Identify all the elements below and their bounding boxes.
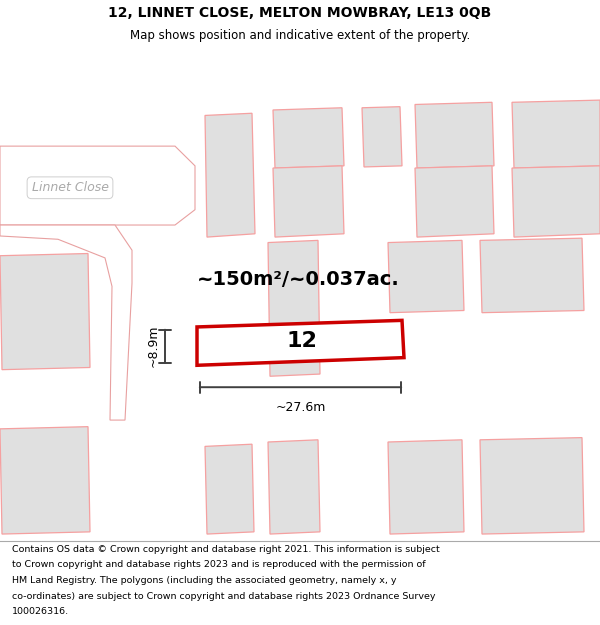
Polygon shape <box>0 254 90 369</box>
Polygon shape <box>0 225 132 420</box>
Text: HM Land Registry. The polygons (including the associated geometry, namely x, y: HM Land Registry. The polygons (includin… <box>12 576 397 585</box>
Polygon shape <box>0 427 90 534</box>
Polygon shape <box>388 241 464 312</box>
Polygon shape <box>205 444 254 534</box>
Text: Linnet Close: Linnet Close <box>32 181 109 194</box>
Text: ~8.9m: ~8.9m <box>147 325 160 368</box>
Text: ~150m²/~0.037ac.: ~150m²/~0.037ac. <box>197 271 400 289</box>
Polygon shape <box>512 100 600 168</box>
Polygon shape <box>415 102 494 168</box>
Text: Map shows position and indicative extent of the property.: Map shows position and indicative extent… <box>130 29 470 42</box>
Text: ~27.6m: ~27.6m <box>275 401 326 414</box>
Text: co-ordinates) are subject to Crown copyright and database rights 2023 Ordnance S: co-ordinates) are subject to Crown copyr… <box>12 592 436 601</box>
Polygon shape <box>268 241 320 376</box>
Polygon shape <box>273 107 344 168</box>
Polygon shape <box>480 238 584 312</box>
Polygon shape <box>0 146 195 225</box>
Text: Contains OS data © Crown copyright and database right 2021. This information is : Contains OS data © Crown copyright and d… <box>12 545 440 554</box>
Polygon shape <box>480 438 584 534</box>
Polygon shape <box>512 166 600 237</box>
Text: 12, LINNET CLOSE, MELTON MOWBRAY, LE13 0QB: 12, LINNET CLOSE, MELTON MOWBRAY, LE13 0… <box>109 6 491 20</box>
Polygon shape <box>415 166 494 237</box>
Text: 12: 12 <box>287 331 317 351</box>
Polygon shape <box>273 166 344 237</box>
Polygon shape <box>362 107 402 167</box>
Polygon shape <box>205 113 255 237</box>
Polygon shape <box>197 321 404 365</box>
Polygon shape <box>388 440 464 534</box>
Text: to Crown copyright and database rights 2023 and is reproduced with the permissio: to Crown copyright and database rights 2… <box>12 561 425 569</box>
Polygon shape <box>268 440 320 534</box>
Text: 100026316.: 100026316. <box>12 608 69 616</box>
